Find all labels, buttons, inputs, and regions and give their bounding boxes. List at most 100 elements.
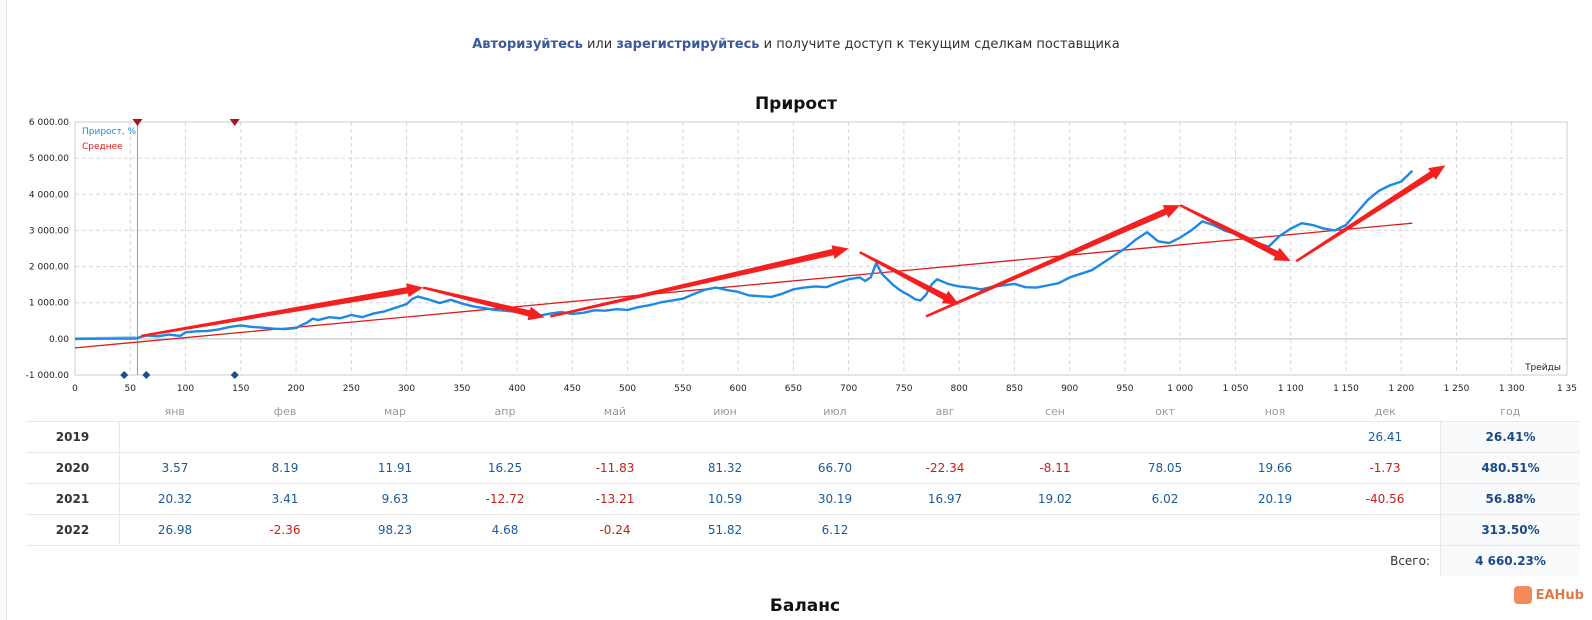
month-value: -0.24 bbox=[560, 514, 670, 546]
month-value bbox=[780, 421, 890, 453]
x-tick-label: 1 35 bbox=[1557, 384, 1577, 394]
x-tick-label: 800 bbox=[951, 384, 968, 394]
x-tick-label: 1 150 bbox=[1333, 384, 1359, 394]
register-link[interactable]: зарегистрируйтесь bbox=[616, 37, 760, 52]
year-total: 26.41% bbox=[1440, 421, 1580, 453]
month-value bbox=[1220, 514, 1330, 546]
x-tick-label: 1 300 bbox=[1499, 384, 1525, 394]
month-header: май bbox=[603, 404, 627, 418]
y-tick-label: 2 000.00 bbox=[29, 263, 69, 273]
logo-text: EAHub bbox=[1535, 587, 1584, 603]
month-value bbox=[1000, 514, 1110, 546]
legend-average: Среднее bbox=[82, 142, 123, 152]
bottom-marker-diamond bbox=[142, 371, 151, 379]
total-label: Всего: bbox=[26, 545, 1441, 576]
month-value: 8.19 bbox=[230, 452, 340, 484]
month-header: сен bbox=[1044, 404, 1065, 418]
month-value: 19.02 bbox=[1000, 483, 1110, 515]
plot-area bbox=[74, 121, 1568, 376]
month-value: -2.36 bbox=[230, 514, 340, 546]
x-tick-label: 600 bbox=[730, 384, 747, 394]
row-year: 2020 bbox=[26, 452, 120, 484]
month-value bbox=[450, 421, 560, 453]
month-header: ноя bbox=[1264, 404, 1286, 418]
x-tick-label: 500 bbox=[619, 384, 636, 394]
month-value: 16.25 bbox=[450, 452, 560, 484]
top-marker-triangle bbox=[229, 119, 240, 126]
chart-title: Прирост bbox=[754, 94, 838, 114]
month-value: -22.34 bbox=[890, 452, 1000, 484]
y-tick-label: 6 000.00 bbox=[29, 118, 69, 128]
month-header: июн bbox=[713, 404, 737, 418]
month-value bbox=[119, 421, 230, 453]
trend-arrow bbox=[925, 205, 1181, 318]
x-tick-label: 750 bbox=[895, 384, 912, 394]
month-value bbox=[340, 421, 450, 453]
x-tick-label: 1 050 bbox=[1223, 384, 1249, 394]
login-link[interactable]: Авторизуйтесь bbox=[472, 37, 583, 52]
month-value: 20.32 bbox=[119, 483, 230, 515]
row-year: 2021 bbox=[26, 483, 120, 515]
row-year: 2022 bbox=[26, 514, 120, 546]
month-value bbox=[1110, 421, 1220, 453]
month-value bbox=[1110, 514, 1220, 546]
header-corner bbox=[26, 401, 120, 422]
month-value: 6.12 bbox=[780, 514, 890, 546]
month-value bbox=[230, 421, 340, 453]
month-value: 51.82 bbox=[670, 514, 780, 546]
month-value: 9.63 bbox=[340, 483, 450, 515]
y-tick-label: 1 000.00 bbox=[29, 299, 69, 309]
month-value: -40.56 bbox=[1330, 483, 1441, 515]
left-border bbox=[0, 0, 7, 620]
x-tick-label: 200 bbox=[287, 384, 304, 394]
x-tick-label: 50 bbox=[125, 384, 137, 394]
month-value: 78.05 bbox=[1110, 452, 1220, 484]
month-value: 26.41 bbox=[1330, 421, 1441, 453]
x-tick-label: 1 200 bbox=[1388, 384, 1414, 394]
month-header: авг bbox=[935, 404, 955, 418]
x-tick-label: 150 bbox=[232, 384, 249, 394]
month-value: 6.02 bbox=[1110, 483, 1220, 515]
month-value: 98.23 bbox=[340, 514, 450, 546]
x-tick-label: 0 bbox=[72, 384, 78, 394]
access-notice: Авторизуйтесь или зарегистрируйтесь и по… bbox=[0, 37, 1592, 52]
trend-arrow bbox=[550, 245, 849, 318]
y-tick-label: 4 000.00 bbox=[29, 190, 69, 200]
y-tick-label: 3 000.00 bbox=[29, 226, 69, 236]
x-tick-label: 100 bbox=[177, 384, 194, 394]
month-value: 30.19 bbox=[780, 483, 890, 515]
notice-or: или bbox=[586, 37, 613, 52]
year-total: 313.50% bbox=[1440, 514, 1580, 546]
month-value: 20.19 bbox=[1220, 483, 1330, 515]
table-row: 2020 3.57 8.19 11.91 16.25 -11.83 81.32 66.70 -2… bbox=[26, 452, 1580, 484]
month-header: мар bbox=[383, 404, 407, 418]
month-value: -13.21 bbox=[560, 483, 670, 515]
trend-arrow bbox=[422, 286, 545, 321]
year-total: 56.88% bbox=[1440, 483, 1580, 515]
bottom-marker-diamond bbox=[230, 371, 239, 379]
row-year: 2019 bbox=[26, 421, 120, 453]
month-value bbox=[1220, 421, 1330, 453]
table-row: 2022 26.98 -2.36 98.23 4.68 -0.24 51.82 6.12 313… bbox=[26, 514, 1580, 546]
trend-arrow bbox=[141, 283, 424, 338]
month-value: -11.83 bbox=[560, 452, 670, 484]
month-value: 26.98 bbox=[119, 514, 230, 546]
x-tick-label: 550 bbox=[674, 384, 691, 394]
x-tick-label: 700 bbox=[840, 384, 857, 394]
x-tick-label: 350 bbox=[453, 384, 470, 394]
x-tick-label: 950 bbox=[1116, 384, 1133, 394]
x-tick-label: 900 bbox=[1061, 384, 1078, 394]
x-tick-label: 450 bbox=[564, 384, 581, 394]
monthly-returns-table: янв фев мар апр май июн июл авг сен окт ноя дек год … bbox=[26, 401, 1580, 576]
trend-arrow bbox=[1179, 204, 1291, 262]
y-tick-label: 5 000.00 bbox=[29, 154, 69, 164]
trend-arrow bbox=[1295, 165, 1446, 263]
month-value: 19.66 bbox=[1220, 452, 1330, 484]
month-value bbox=[890, 514, 1000, 546]
table-row: 2021 20.32 3.41 9.63 -12.72 -13.21 10.59 30.19 1… bbox=[26, 483, 1580, 515]
eahub-logo: EAHub bbox=[1513, 586, 1584, 604]
x-tick-label: 1 000 bbox=[1167, 384, 1193, 394]
x-tick-label: 1 100 bbox=[1278, 384, 1304, 394]
month-value bbox=[890, 421, 1000, 453]
growth-chart[interactable]: 0 50 100 150 200 250 300 350 400 450 500 550 600 650 7… bbox=[0, 110, 1592, 400]
